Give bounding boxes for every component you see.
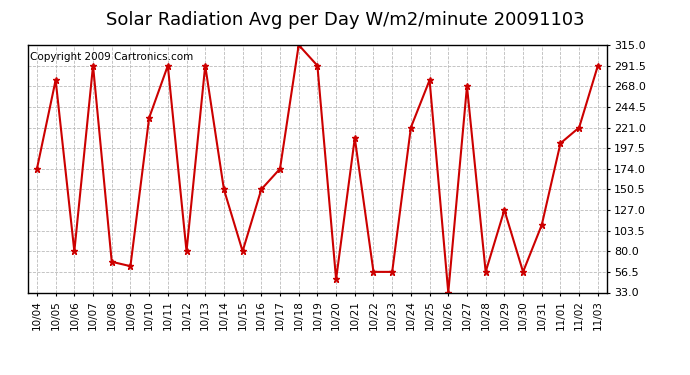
Text: Solar Radiation Avg per Day W/m2/minute 20091103: Solar Radiation Avg per Day W/m2/minute … — [106, 11, 584, 29]
Text: Copyright 2009 Cartronics.com: Copyright 2009 Cartronics.com — [30, 53, 194, 62]
